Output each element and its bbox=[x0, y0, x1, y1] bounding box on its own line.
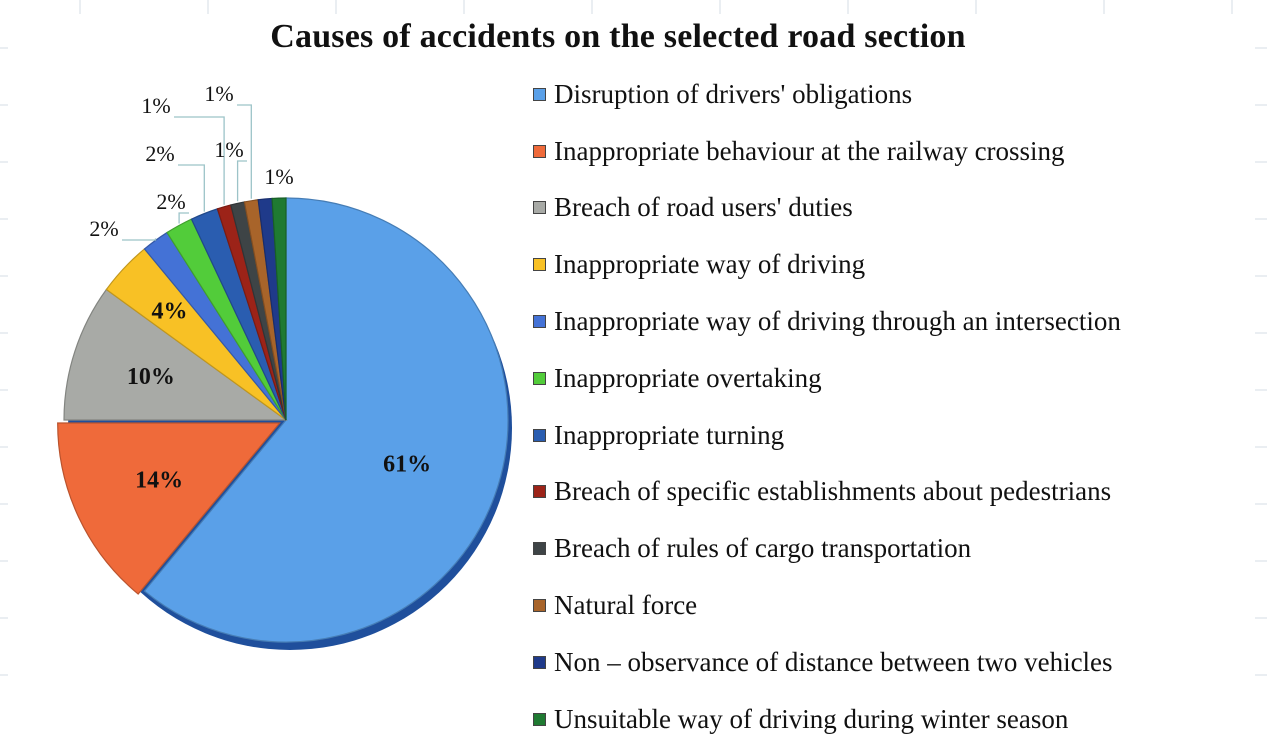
data-label: 4% bbox=[152, 299, 188, 325]
chart-title: Causes of accidents on the selected road… bbox=[270, 18, 966, 55]
legend-item: Non – observance of distance between two… bbox=[533, 634, 1263, 691]
legend-item: Inappropriate behaviour at the railway c… bbox=[533, 123, 1263, 180]
legend-swatch bbox=[533, 371, 546, 385]
pie-slice bbox=[143, 197, 509, 643]
legend-label: Disruption of drivers' obligations bbox=[554, 78, 913, 109]
legend-swatch bbox=[533, 599, 546, 613]
legend-item: Breach of road users' duties bbox=[533, 180, 1263, 237]
legend-label: Breach of road users' duties bbox=[554, 192, 853, 223]
legend-swatch bbox=[533, 428, 546, 442]
data-label: 1% bbox=[204, 81, 233, 106]
legend-swatch bbox=[533, 315, 546, 329]
data-label: 61% bbox=[383, 452, 431, 478]
pie-slice bbox=[57, 422, 281, 595]
data-label: 2% bbox=[89, 216, 118, 241]
legend-label: Unsuitable way of driving during winter … bbox=[554, 703, 1069, 734]
legend-label: Inappropriate way of driving bbox=[554, 249, 866, 280]
legend-swatch bbox=[533, 712, 546, 726]
leader-line bbox=[237, 104, 252, 199]
legend-item: Inappropriate turning bbox=[533, 407, 1263, 464]
legend-label: Inappropriate overtaking bbox=[554, 362, 822, 393]
legend-label: Natural force bbox=[554, 590, 698, 621]
leader-line bbox=[122, 238, 157, 241]
pie-slice bbox=[63, 288, 288, 421]
leader-line bbox=[174, 116, 225, 205]
legend-item: Inappropriate overtaking bbox=[533, 350, 1263, 407]
legend-item: Breach of specific establishments about … bbox=[533, 464, 1263, 521]
chart-legend: Disruption of drivers' obligations Inappr… bbox=[533, 66, 1263, 748]
legend-label: Non – observance of distance between two… bbox=[554, 646, 1113, 677]
data-label: 2% bbox=[156, 189, 185, 214]
legend-swatch bbox=[533, 542, 546, 556]
legend-label: Inappropriate turning bbox=[554, 419, 785, 450]
legend-swatch bbox=[533, 201, 546, 215]
background-grid bbox=[0, 0, 1267, 676]
pie-slice bbox=[271, 197, 287, 421]
pie-chart: 61% 14% 10% 4% 2% 2% 2% 1% 1% 1% 1% bbox=[57, 81, 512, 650]
legend-item: Inappropriate way of driving bbox=[533, 236, 1263, 293]
legend-swatch bbox=[533, 144, 546, 158]
legend-label: Inappropriate behaviour at the railway c… bbox=[554, 135, 1065, 166]
legend-swatch bbox=[533, 87, 546, 101]
legend-swatch bbox=[533, 258, 546, 272]
legend-swatch bbox=[533, 485, 546, 499]
data-label: 1% bbox=[214, 137, 243, 162]
legend-item: Unsuitable way of driving during winter … bbox=[533, 691, 1263, 748]
legend-item: Natural force bbox=[533, 577, 1263, 634]
leader-line bbox=[236, 160, 247, 202]
legend-item: Breach of rules of cargo transportation bbox=[533, 520, 1263, 577]
legend-item: Inappropriate way of driving through an … bbox=[533, 293, 1263, 350]
data-label: 10% bbox=[127, 364, 175, 390]
data-label: 14% bbox=[135, 468, 183, 494]
leader-line bbox=[178, 164, 205, 212]
data-label: 1% bbox=[141, 93, 170, 118]
legend-label: Breach of rules of cargo transportation bbox=[554, 533, 972, 564]
legend-item: Disruption of drivers' obligations bbox=[533, 66, 1263, 123]
leader-line bbox=[178, 212, 189, 224]
legend-swatch bbox=[533, 655, 546, 669]
legend-label: Inappropriate way of driving through an … bbox=[554, 306, 1121, 337]
data-label: 2% bbox=[145, 141, 174, 166]
data-label: 1% bbox=[264, 164, 293, 189]
legend-label: Breach of specific establishments about … bbox=[554, 476, 1112, 507]
